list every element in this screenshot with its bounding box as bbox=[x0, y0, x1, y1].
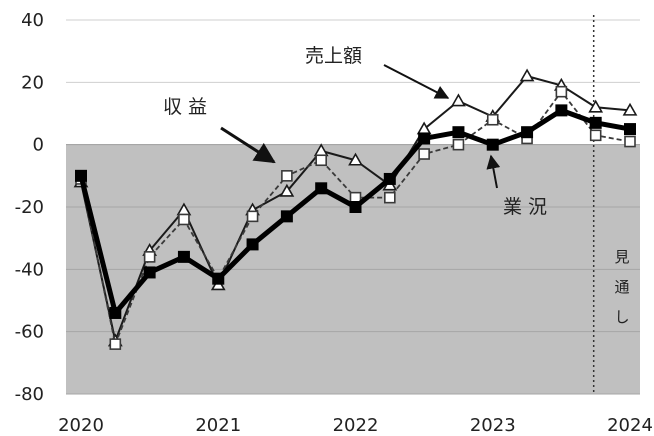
forecast-note-char: 通 bbox=[614, 278, 629, 296]
data-point-filled-square bbox=[109, 306, 122, 319]
y-tick-label: -80 bbox=[15, 384, 44, 405]
y-tick-label: -60 bbox=[15, 322, 44, 343]
y-axis-ticks: 40 20 0 -20 -40 -60 -80 bbox=[15, 10, 44, 405]
data-point-square bbox=[452, 138, 465, 151]
data-point-triangle bbox=[622, 102, 638, 116]
data-point-square bbox=[624, 135, 636, 148]
data-point-square bbox=[589, 129, 602, 142]
data-point-filled-square bbox=[212, 272, 225, 285]
x-tick-label: 2020 bbox=[58, 415, 104, 436]
data-point-filled-square bbox=[624, 123, 636, 136]
data-point-filled-square bbox=[555, 104, 568, 117]
data-point-square bbox=[315, 154, 327, 167]
data-point-square bbox=[418, 148, 430, 160]
data-point-filled-square bbox=[418, 132, 431, 145]
data-point-filled-square bbox=[452, 126, 465, 139]
data-point-filled-square bbox=[315, 182, 328, 195]
data-point-square bbox=[178, 213, 190, 226]
y-tick-label: 20 bbox=[21, 72, 44, 93]
data-point-filled-square bbox=[521, 126, 534, 139]
data-point-square bbox=[555, 85, 568, 98]
data-point-triangle bbox=[279, 183, 295, 197]
y-tick-label: -40 bbox=[15, 259, 44, 280]
data-point-triangle bbox=[348, 152, 363, 166]
annotation-label: 業 況 bbox=[503, 196, 547, 218]
annotation-label: 収 益 bbox=[163, 96, 207, 118]
x-tick-label: 2023 bbox=[470, 415, 516, 436]
data-point-triangle bbox=[588, 99, 604, 113]
data-point-square bbox=[246, 210, 259, 223]
y-tick-label: -20 bbox=[15, 197, 44, 218]
data-point-square bbox=[109, 338, 122, 350]
gridlines bbox=[66, 19, 640, 395]
x-axis-ticks: 2020 2021 2022 2023 2024 bbox=[58, 415, 653, 436]
x-tick-label: 2021 bbox=[195, 415, 241, 436]
y-tick-label: 0 bbox=[33, 135, 44, 156]
data-point-square bbox=[384, 191, 396, 204]
data-point-triangle bbox=[451, 93, 466, 107]
annotation-arrow bbox=[220, 126, 276, 164]
forecast-note: 見通し bbox=[614, 248, 629, 326]
y-tick-label: 40 bbox=[21, 10, 44, 31]
forecast-note-char: 見 bbox=[614, 248, 629, 266]
data-point-filled-square bbox=[246, 238, 259, 251]
data-point-filled-square bbox=[589, 116, 602, 129]
data-point-triangle bbox=[519, 68, 535, 82]
data-point-filled-square bbox=[143, 266, 156, 279]
forecast-note-char: し bbox=[614, 308, 629, 326]
data-point-filled-square bbox=[75, 169, 87, 182]
data-point-filled-square bbox=[486, 138, 499, 151]
data-point-square bbox=[281, 170, 293, 182]
x-tick-label: 2024 bbox=[607, 415, 653, 436]
series-業況 bbox=[75, 104, 636, 319]
data-point-square bbox=[143, 251, 156, 263]
annotation-label: 売上額 bbox=[305, 45, 362, 67]
data-point-filled-square bbox=[383, 172, 396, 185]
annotation-arrow bbox=[383, 64, 450, 99]
data-point-filled-square bbox=[280, 210, 293, 223]
series-group bbox=[73, 68, 638, 350]
data-point-filled-square bbox=[177, 250, 190, 263]
data-point-square bbox=[486, 113, 499, 126]
annotation-arrow bbox=[486, 154, 501, 189]
data-point-filled-square bbox=[349, 201, 362, 213]
x-tick-label: 2022 bbox=[333, 415, 379, 436]
